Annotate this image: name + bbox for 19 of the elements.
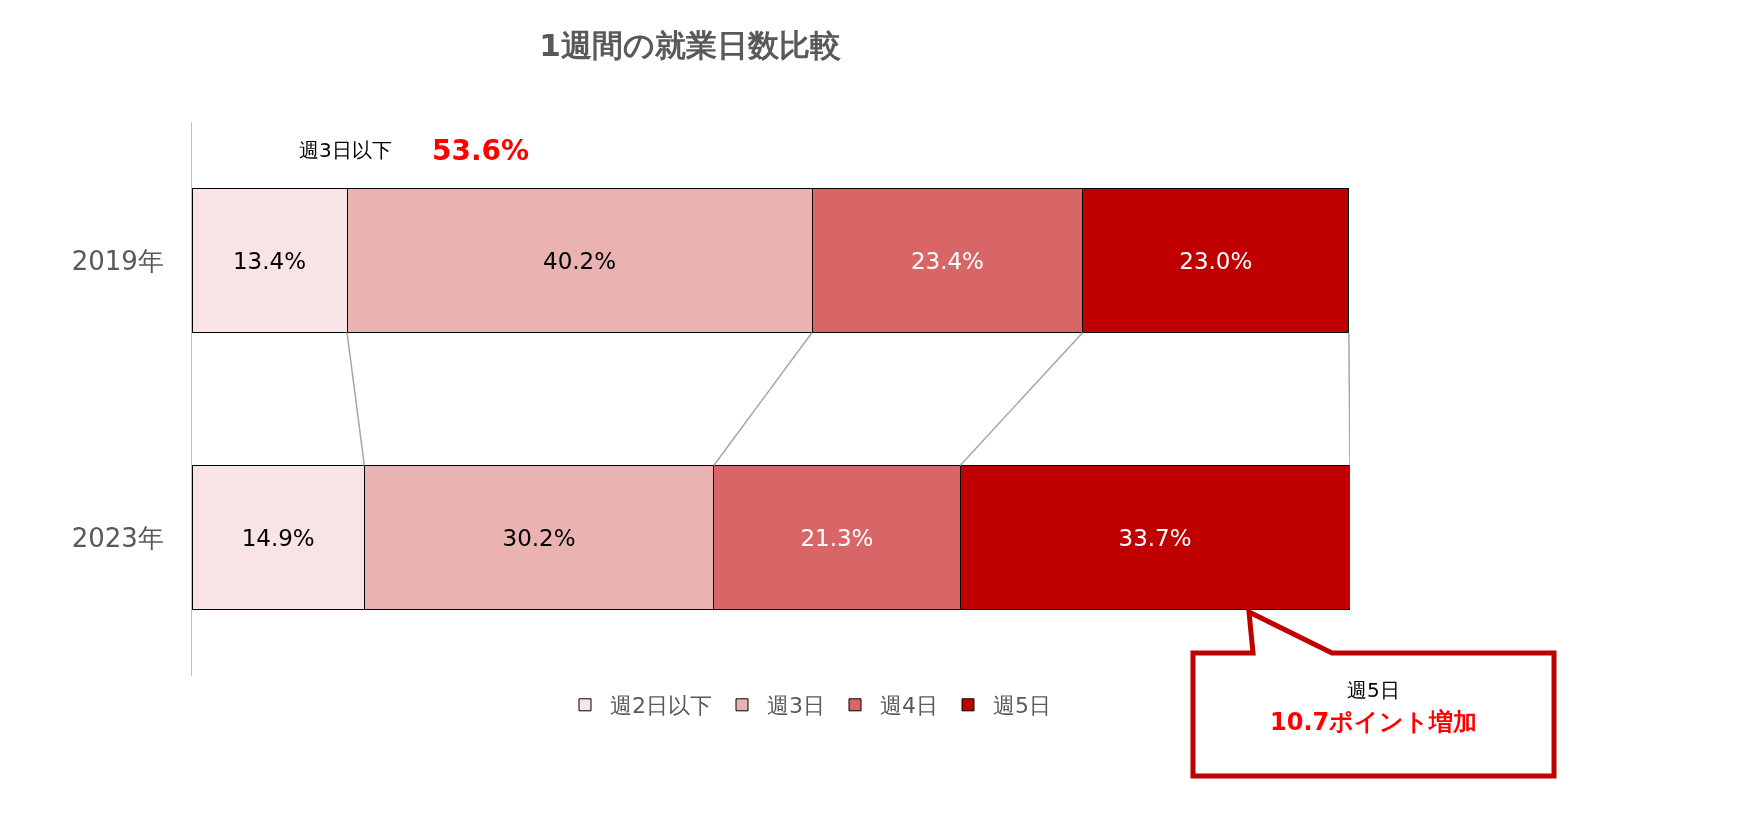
- data-label: 23.4%: [910, 247, 984, 274]
- text: 週5日: [1347, 678, 1400, 702]
- data-label: 23.0%: [1179, 247, 1253, 274]
- data-label: 33.7%: [1118, 524, 1192, 551]
- legend-label: 週4日: [880, 693, 938, 719]
- data-label: 30.2%: [502, 524, 576, 551]
- data-label: 21.3%: [800, 524, 874, 551]
- data-label: 40.2%: [543, 247, 617, 274]
- text: 10.7ポイント増加: [1270, 708, 1478, 736]
- legend-label: 週3日: [767, 693, 825, 719]
- y-tick-label: 2023年: [71, 522, 164, 553]
- legend-label: 週5日: [993, 693, 1051, 719]
- data-label: 14.9%: [241, 524, 315, 551]
- y-tick-label: 2019年: [71, 245, 164, 276]
- annotation: 53.6%: [432, 134, 530, 167]
- annotation: 週3日以下: [299, 138, 392, 162]
- legend-label: 週2日以下: [610, 693, 712, 719]
- chart-title: 1週間の就業日数比較: [539, 26, 841, 63]
- data-label: 13.4%: [232, 247, 307, 274]
